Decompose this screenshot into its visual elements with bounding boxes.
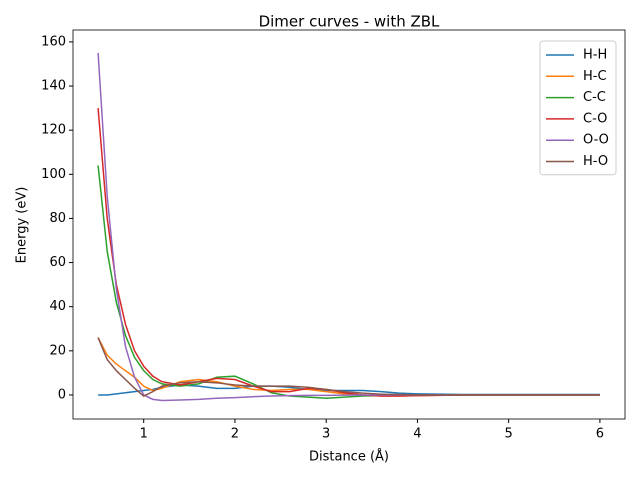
- line-series: [97, 165, 600, 400]
- legend-label: H-O: [583, 154, 608, 169]
- line-series: [97, 337, 600, 397]
- y-tick-label: 120: [41, 123, 66, 138]
- x-tick-label: 1: [140, 427, 148, 442]
- legend-box: [539, 40, 617, 176]
- y-tick-label: 160: [41, 34, 66, 49]
- axes-frame: [72, 29, 626, 420]
- line-series: [97, 108, 600, 397]
- x-tick-label: 2: [231, 427, 239, 442]
- y-tick-label: 0: [58, 387, 66, 402]
- legend-label: O-O: [583, 133, 609, 148]
- legend-label: C-O: [583, 111, 607, 126]
- y-axis-label: Energy (eV): [15, 187, 30, 264]
- y-tick-label: 60: [49, 255, 66, 270]
- legend-label: H-C: [583, 69, 607, 84]
- legend-label: H-H: [583, 48, 607, 63]
- line-series: [97, 52, 600, 402]
- chart-title: Dimer curves - with ZBL: [259, 13, 440, 31]
- x-tick-label: 5: [505, 427, 513, 442]
- legend-label: C-C: [583, 90, 606, 105]
- x-tick-label: 4: [413, 427, 421, 442]
- y-tick-label: 100: [41, 167, 66, 182]
- y-tick-label: 40: [49, 299, 66, 314]
- y-tick-label: 20: [49, 343, 66, 358]
- y-tick-label: 140: [41, 79, 66, 94]
- y-tick-label: 80: [49, 211, 66, 226]
- x-axis-label: Distance (Å): [309, 449, 389, 465]
- x-tick-label: 3: [322, 427, 330, 442]
- x-tick-label: 6: [596, 427, 604, 442]
- line-series: [97, 337, 600, 397]
